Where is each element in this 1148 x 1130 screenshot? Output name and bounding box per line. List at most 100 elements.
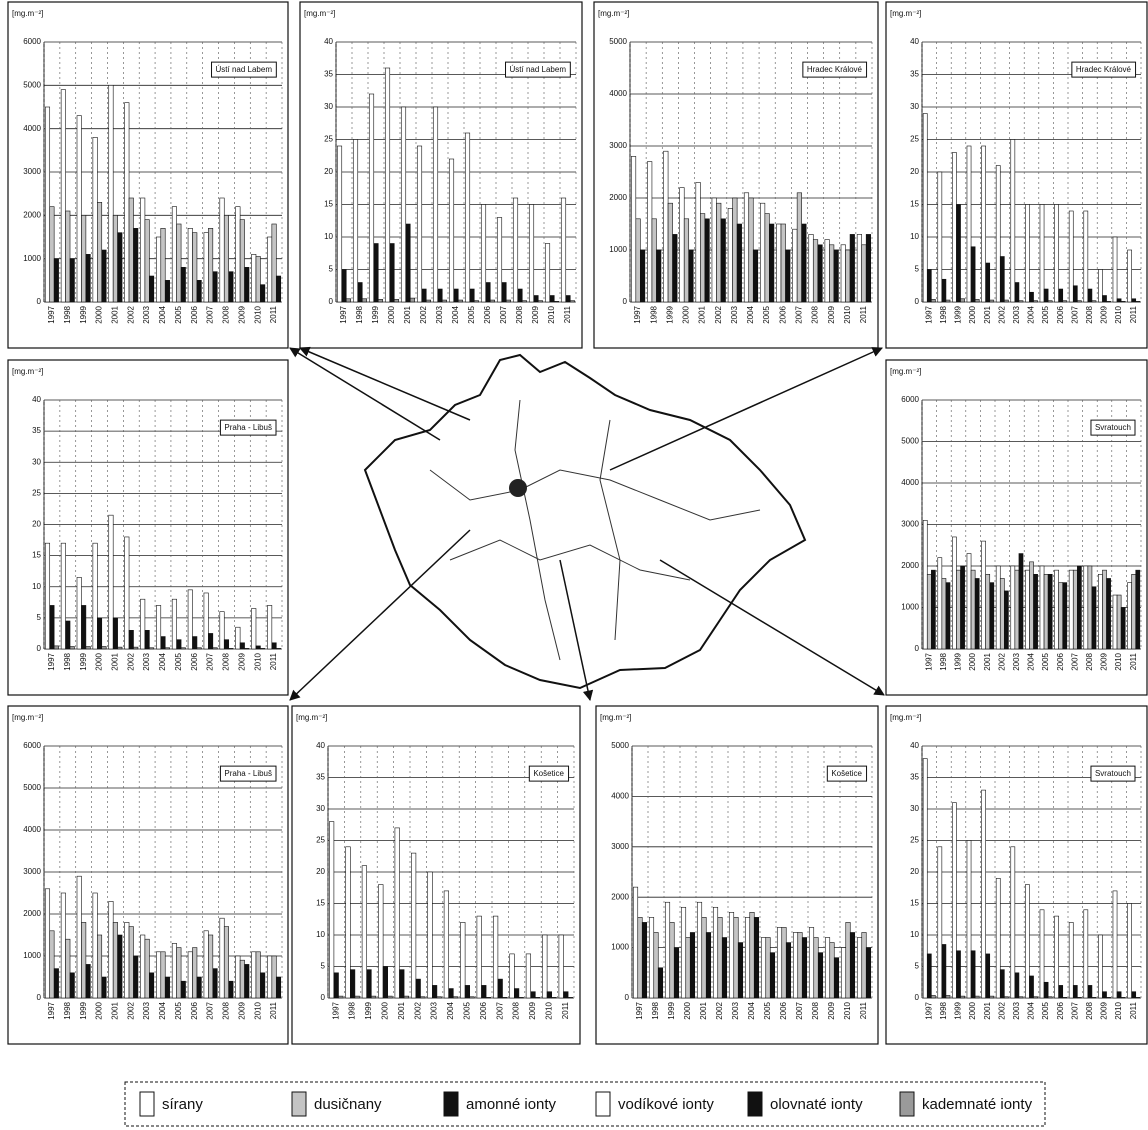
- bar: [378, 299, 382, 302]
- bar: [967, 841, 971, 999]
- bar: [220, 918, 224, 998]
- x-tick-label: 1999: [79, 305, 88, 323]
- x-tick-label: 2010: [843, 305, 852, 323]
- x-tick-label: 1999: [79, 1001, 88, 1019]
- y-tick-label: 40: [32, 395, 41, 404]
- legend-label: vodíkové ionty: [618, 1096, 714, 1113]
- y-axis-label: [mg.m⁻²]: [890, 9, 921, 18]
- bar: [975, 578, 979, 649]
- bar: [334, 973, 339, 998]
- x-tick-label: 2009: [528, 1001, 537, 1019]
- bar: [1048, 301, 1052, 302]
- x-tick-label: 2007: [1070, 652, 1079, 670]
- bar: [564, 992, 569, 998]
- x-tick-label: 2001: [397, 1001, 406, 1019]
- bar: [197, 280, 201, 302]
- y-tick-label: 2000: [23, 909, 41, 918]
- x-tick-label: 2006: [483, 305, 492, 323]
- bar: [761, 938, 765, 998]
- station-label: Hradec Králové: [1076, 65, 1132, 74]
- bar: [1102, 296, 1106, 303]
- bar: [416, 979, 421, 998]
- bar: [1048, 574, 1052, 649]
- bar: [850, 234, 855, 302]
- bar: [102, 647, 106, 649]
- y-tick-label: 10: [316, 930, 325, 939]
- bar: [224, 927, 228, 998]
- x-tick-label: 2001: [111, 305, 120, 323]
- x-tick-label: 1998: [939, 1001, 948, 1019]
- bar: [86, 254, 90, 302]
- bar: [156, 952, 160, 998]
- bar: [181, 648, 185, 649]
- bar: [798, 932, 802, 998]
- bar: [145, 939, 149, 998]
- bar: [272, 956, 276, 998]
- x-tick-label: 2010: [545, 1001, 554, 1019]
- bar: [829, 245, 834, 302]
- station-label: Praha - Libuš: [224, 423, 272, 432]
- bar: [718, 917, 722, 998]
- station-label: Ústí nad Labem: [510, 65, 567, 74]
- bar: [1132, 299, 1136, 302]
- x-tick-label: 2010: [1114, 1001, 1123, 1019]
- x-tick-label: 2008: [1085, 305, 1094, 323]
- bar: [825, 938, 829, 998]
- bar: [346, 299, 350, 302]
- x-tick-label: 2002: [714, 305, 723, 323]
- x-tick-label: 2001: [111, 1001, 120, 1019]
- x-tick-label: 2004: [158, 1001, 167, 1019]
- bar: [1069, 570, 1073, 649]
- x-tick-label: 2005: [467, 305, 476, 323]
- bar: [400, 970, 405, 998]
- y-tick-label: 10: [910, 232, 919, 241]
- bar: [193, 637, 197, 649]
- bar: [1055, 570, 1059, 649]
- bar: [986, 574, 990, 649]
- bar: [428, 872, 433, 998]
- x-tick-label: 2007: [795, 1001, 804, 1019]
- bar: [1069, 922, 1073, 998]
- bar: [1136, 997, 1140, 998]
- station-label: Praha - Libuš: [224, 769, 272, 778]
- bar: [1044, 982, 1048, 998]
- x-tick-label: 2011: [1129, 1001, 1138, 1019]
- x-tick-label: 2007: [1070, 1001, 1079, 1019]
- y-tick-label: 1000: [609, 245, 627, 254]
- bar: [50, 605, 54, 649]
- x-tick-label: 2000: [95, 1001, 104, 1019]
- bar: [165, 648, 169, 649]
- bar: [498, 979, 503, 998]
- bar: [1088, 985, 1092, 998]
- bar: [1040, 205, 1044, 303]
- bar: [401, 107, 405, 302]
- bar: [1098, 574, 1102, 649]
- bar: [642, 922, 646, 998]
- bar: [70, 259, 74, 302]
- y-tick-label: 15: [324, 200, 333, 209]
- bar: [390, 244, 394, 303]
- x-tick-label: 2005: [763, 1001, 772, 1019]
- legend-label: amonné ionty: [466, 1096, 557, 1113]
- bar: [165, 280, 169, 302]
- chart-panel: [mg.m⁻²]01000200030004000500060001997199…: [886, 360, 1147, 695]
- bar: [208, 228, 212, 302]
- bar: [236, 627, 240, 649]
- x-tick-label: 1998: [63, 652, 72, 670]
- bar: [554, 301, 558, 302]
- bar: [454, 289, 458, 302]
- bar: [830, 943, 834, 998]
- y-tick-label: 5000: [23, 783, 41, 792]
- bar: [422, 289, 426, 302]
- bar: [782, 927, 786, 998]
- y-tick-label: 3000: [611, 842, 629, 851]
- bar: [866, 948, 870, 998]
- bar: [952, 153, 956, 303]
- x-tick-label: 2004: [1027, 305, 1036, 323]
- x-tick-label: 2009: [827, 1001, 836, 1019]
- x-tick-label: 2007: [499, 305, 508, 323]
- bar: [355, 996, 360, 998]
- x-tick-label: 2007: [495, 1001, 504, 1019]
- bar: [522, 301, 526, 302]
- bar: [379, 885, 384, 998]
